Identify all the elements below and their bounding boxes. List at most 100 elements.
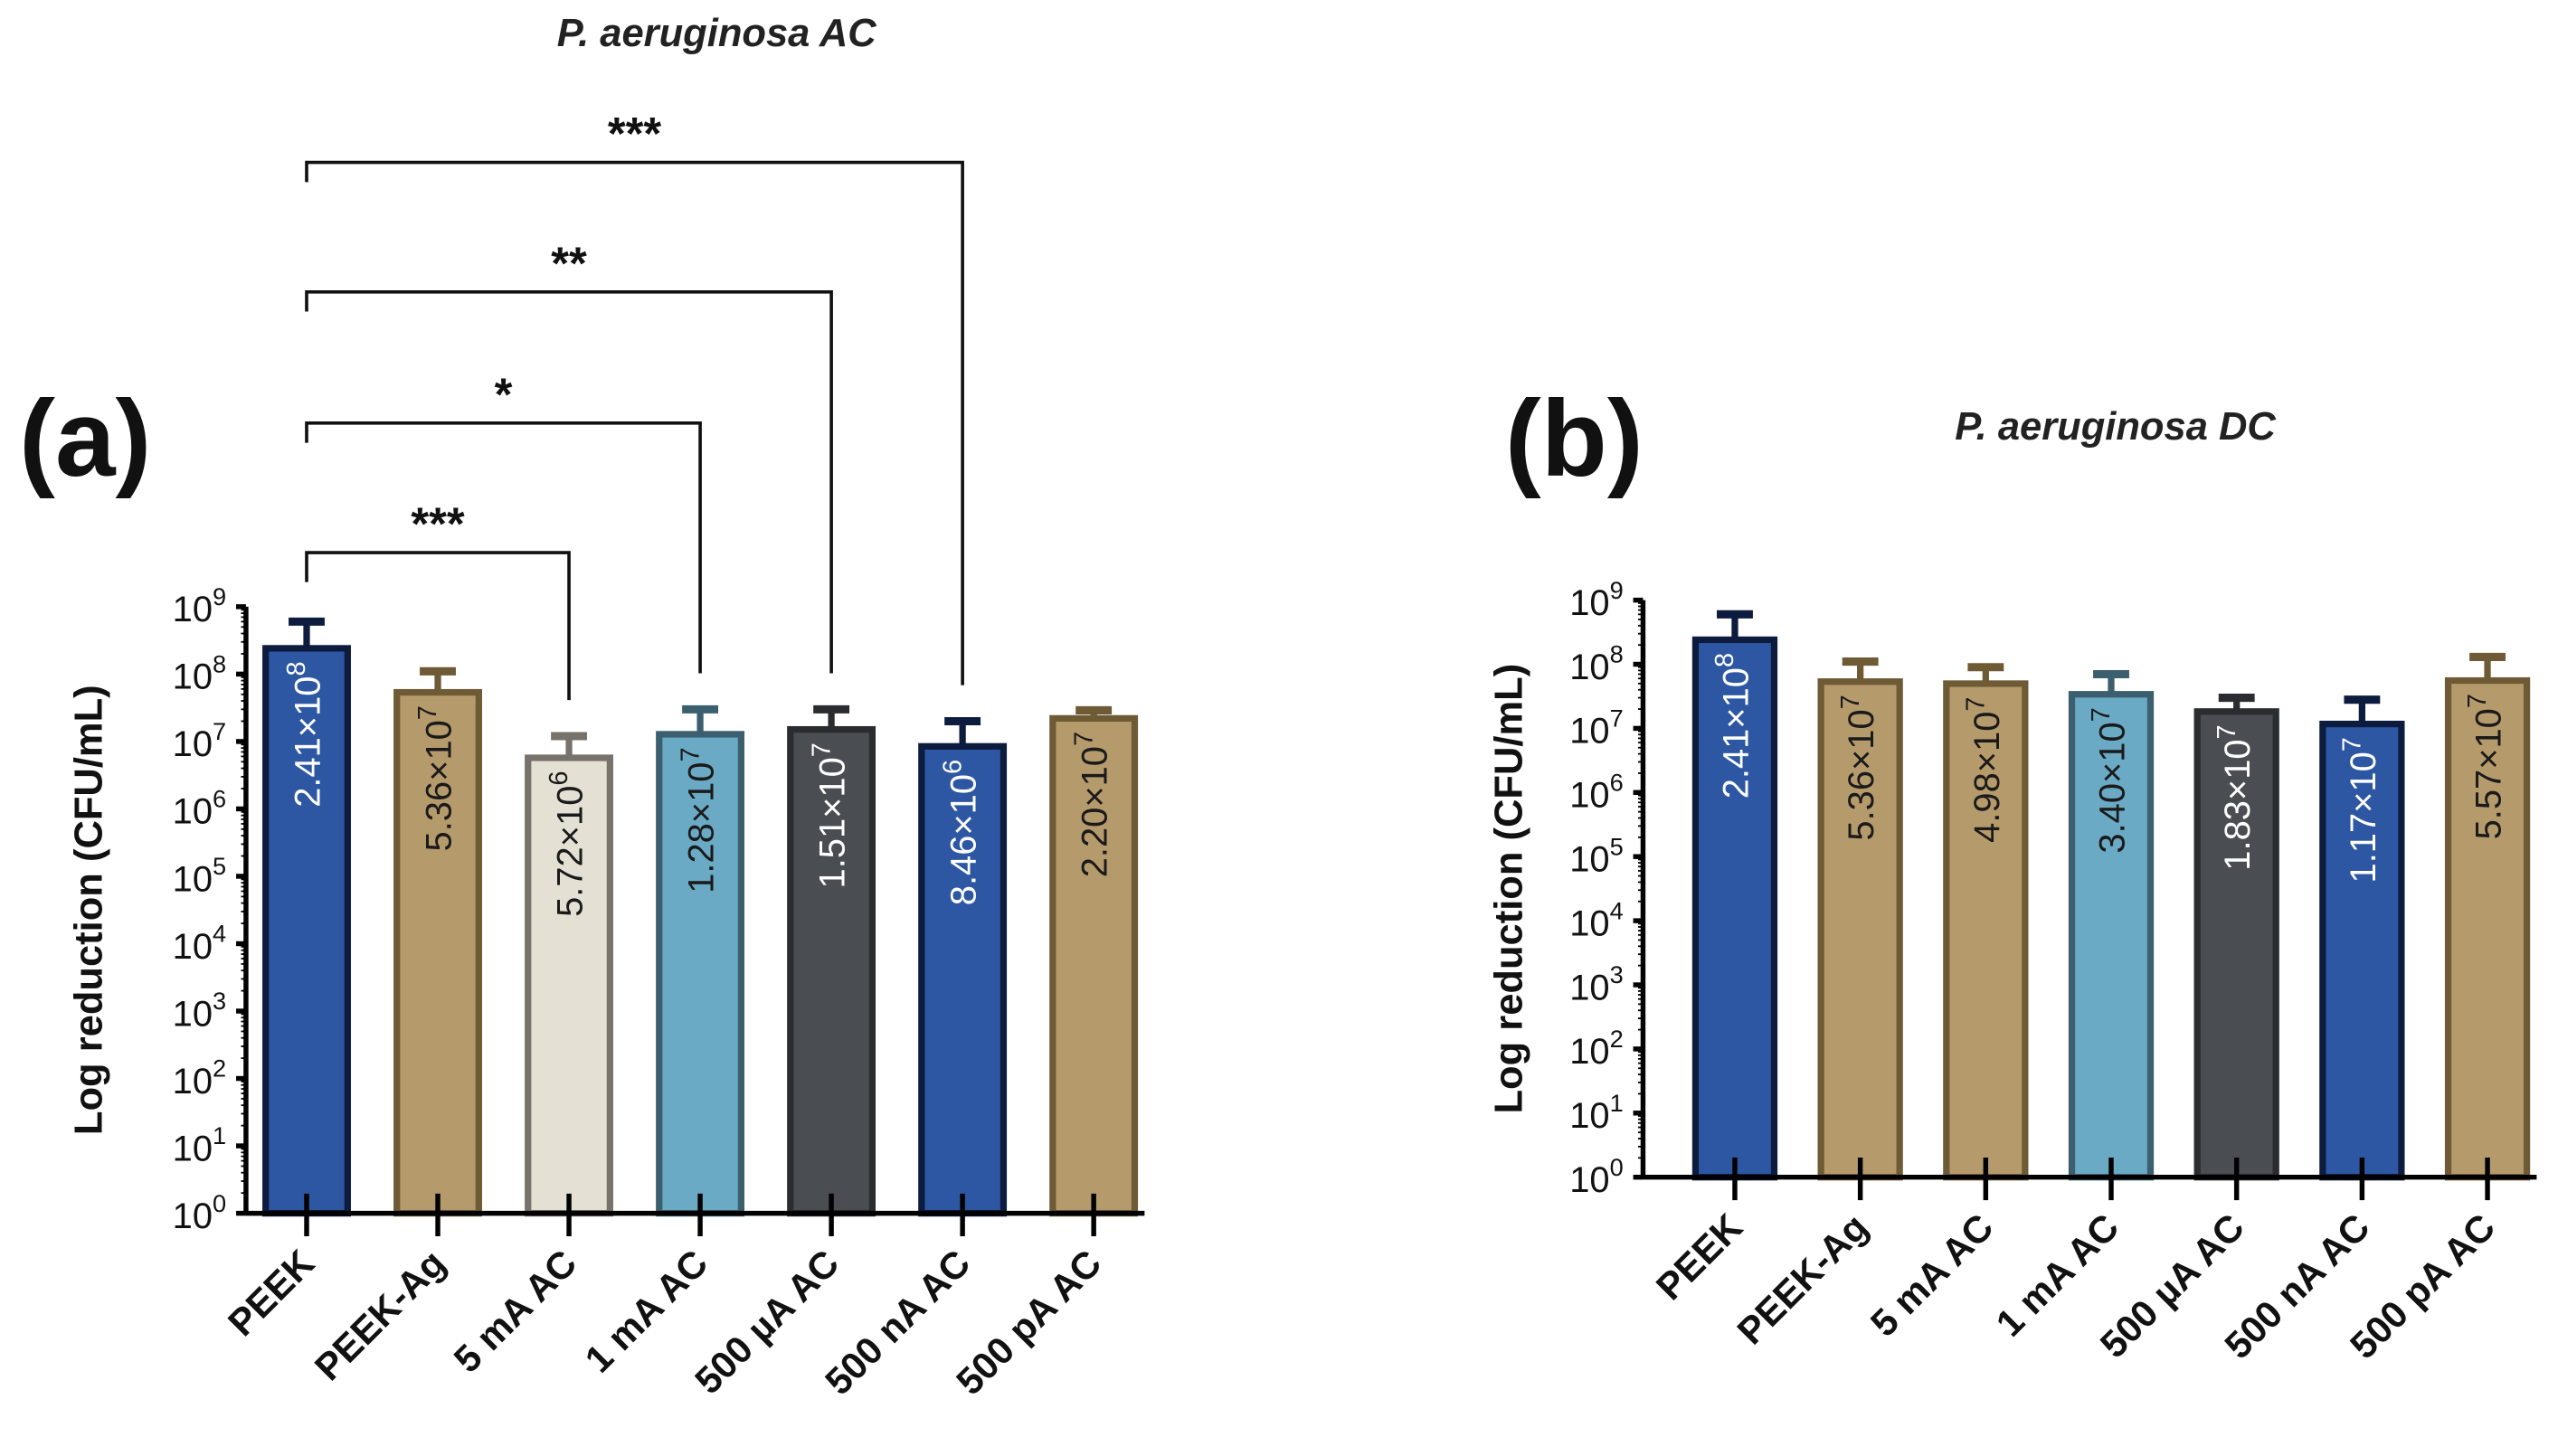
y-tick-base: 10 bbox=[173, 859, 213, 899]
bar-value-mantissa: 2.20×10 bbox=[1075, 746, 1115, 877]
y-tick-base: 10 bbox=[1569, 840, 1609, 880]
y-tick-label: 100 bbox=[1569, 1153, 1623, 1200]
bar-value-exponent: 7 bbox=[1962, 696, 1991, 711]
significance-stars: *** bbox=[411, 498, 464, 550]
y-tick-base: 10 bbox=[173, 657, 213, 697]
panel-a-chart: P. aeruginosa AC (a) Log reduction (CFU/mL… bbox=[19, 12, 1145, 1403]
y-axis-label: Log reduction (CFU/mL) bbox=[1487, 664, 1530, 1114]
x-tick-label: PEEK bbox=[220, 1242, 323, 1345]
y-tick-exponent: 4 bbox=[213, 920, 226, 948]
significance-stars: * bbox=[495, 368, 513, 420]
bar-value-label: 1.17×107 bbox=[2338, 737, 2383, 883]
significance-bracket bbox=[305, 421, 702, 674]
significance-stars: *** bbox=[608, 108, 661, 159]
bar-value-mantissa: 8.46×10 bbox=[944, 774, 984, 905]
y-tick-label: 107 bbox=[1569, 704, 1623, 752]
significance-bracket bbox=[305, 289, 833, 674]
y-tick-exponent: 0 bbox=[213, 1189, 226, 1217]
x-tick-label: PEEK bbox=[1648, 1205, 1751, 1309]
y-tick-exponent: 2 bbox=[1610, 1025, 1624, 1053]
y-tick-exponent: 7 bbox=[1610, 704, 1624, 733]
bar bbox=[2444, 676, 2531, 1181]
y-tick-exponent: 9 bbox=[213, 582, 226, 610]
bar-value-label: 1.28×107 bbox=[676, 747, 721, 893]
y-tick-base: 10 bbox=[173, 792, 213, 832]
y-tick-base: 10 bbox=[173, 1062, 213, 1101]
bar bbox=[656, 731, 745, 1217]
bar-value-label: 2.41×108 bbox=[1710, 653, 1756, 799]
y-tick-base: 10 bbox=[173, 927, 213, 967]
bar-value-mantissa: 1.17×10 bbox=[2344, 752, 2383, 883]
bar-value-exponent: 7 bbox=[1836, 695, 1865, 709]
bar bbox=[787, 725, 876, 1217]
bar bbox=[525, 754, 613, 1217]
panel-label-a: (a) bbox=[19, 379, 151, 499]
y-tick-base: 10 bbox=[1569, 583, 1609, 623]
x-tick-label: PEEK-Ag bbox=[307, 1242, 454, 1389]
y-tick-base: 10 bbox=[173, 1196, 213, 1236]
y-tick-base: 10 bbox=[1569, 1096, 1609, 1136]
significance-stars: ** bbox=[551, 237, 587, 288]
bar-value-label: 5.72×106 bbox=[545, 771, 590, 916]
y-tick-label: 108 bbox=[1569, 640, 1623, 687]
y-tick-label: 101 bbox=[1569, 1089, 1623, 1136]
bar-value-exponent: 7 bbox=[2463, 694, 2492, 708]
bar-value-mantissa: 2.41×10 bbox=[289, 676, 328, 808]
chart-title: P. aeruginosa DC bbox=[1955, 405, 2276, 449]
y-tick-base: 10 bbox=[173, 590, 213, 629]
bar-value-exponent: 8 bbox=[1710, 653, 1739, 667]
y-tick-exponent: 2 bbox=[213, 1054, 226, 1083]
significance-bracket bbox=[305, 160, 964, 685]
y-tick-label: 104 bbox=[173, 920, 226, 967]
y-tick-label: 109 bbox=[173, 582, 226, 629]
y-tick-label: 105 bbox=[1569, 832, 1623, 879]
bar-value-mantissa: 5.36×10 bbox=[1842, 709, 1881, 840]
bar-value-mantissa: 5.36×10 bbox=[420, 720, 459, 851]
bar-value-label: 5.57×107 bbox=[2463, 694, 2508, 839]
bar-value-mantissa: 4.98×10 bbox=[1967, 712, 2007, 843]
bar-value-mantissa: 1.51×10 bbox=[813, 757, 853, 888]
bar-value-label: 5.36×107 bbox=[1836, 695, 1881, 840]
bar-value-exponent: 7 bbox=[413, 705, 442, 720]
bar bbox=[1691, 636, 1778, 1181]
panel-label-b: (b) bbox=[1505, 379, 1644, 499]
bar-value-exponent: 6 bbox=[938, 760, 967, 774]
y-tick-exponent: 3 bbox=[1610, 960, 1624, 988]
chart-title: P. aeruginosa AC bbox=[557, 12, 877, 55]
y-tick-exponent: 4 bbox=[1610, 896, 1624, 924]
bar-value-label: 4.98×107 bbox=[1962, 696, 2007, 842]
y-tick-label: 106 bbox=[1569, 768, 1623, 815]
bar-value-mantissa: 5.72×10 bbox=[551, 786, 591, 917]
y-tick-label: 108 bbox=[173, 650, 226, 697]
y-tick-label: 104 bbox=[1569, 896, 1623, 943]
bar-value-exponent: 7 bbox=[676, 747, 705, 761]
bar-value-exponent: 7 bbox=[1069, 732, 1098, 746]
x-tick-label: 1 mA AC bbox=[576, 1242, 715, 1381]
y-tick-exponent: 5 bbox=[213, 852, 226, 880]
y-tick-exponent: 1 bbox=[1610, 1089, 1624, 1117]
y-tick-base: 10 bbox=[173, 724, 213, 764]
y-tick-base: 10 bbox=[1569, 903, 1609, 943]
x-tick-label: 5 mA AC bbox=[1862, 1205, 2002, 1345]
bar-value-exponent: 7 bbox=[2338, 737, 2367, 752]
bar-value-label: 5.36×107 bbox=[413, 705, 459, 851]
y-tick-base: 10 bbox=[173, 994, 213, 1034]
y-tick-label: 100 bbox=[173, 1189, 226, 1236]
bar-value-mantissa: 2.41×10 bbox=[1716, 667, 1756, 799]
y-tick-exponent: 6 bbox=[1610, 768, 1624, 796]
x-tick-label: PEEK-Ag bbox=[1729, 1205, 1876, 1353]
bar-value-mantissa: 5.57×10 bbox=[2469, 708, 2509, 839]
bar bbox=[262, 645, 351, 1217]
y-tick-exponent: 6 bbox=[213, 785, 226, 813]
bar-value-mantissa: 1.83×10 bbox=[2218, 739, 2258, 870]
y-tick-base: 10 bbox=[1569, 648, 1609, 687]
y-tick-exponent: 0 bbox=[1610, 1153, 1624, 1181]
bar-value-exponent: 7 bbox=[2087, 707, 2116, 722]
y-tick-exponent: 8 bbox=[1610, 640, 1624, 668]
y-tick-label: 101 bbox=[173, 1121, 226, 1168]
bar-value-label: 1.83×107 bbox=[2212, 724, 2258, 870]
y-tick-exponent: 8 bbox=[213, 650, 226, 678]
panel-b-chart: P. aeruginosa DC (b) Log reduction (CFU/mL… bbox=[1487, 379, 2537, 1366]
y-tick-label: 106 bbox=[173, 785, 226, 832]
bar-value-label: 1.51×107 bbox=[807, 742, 852, 888]
